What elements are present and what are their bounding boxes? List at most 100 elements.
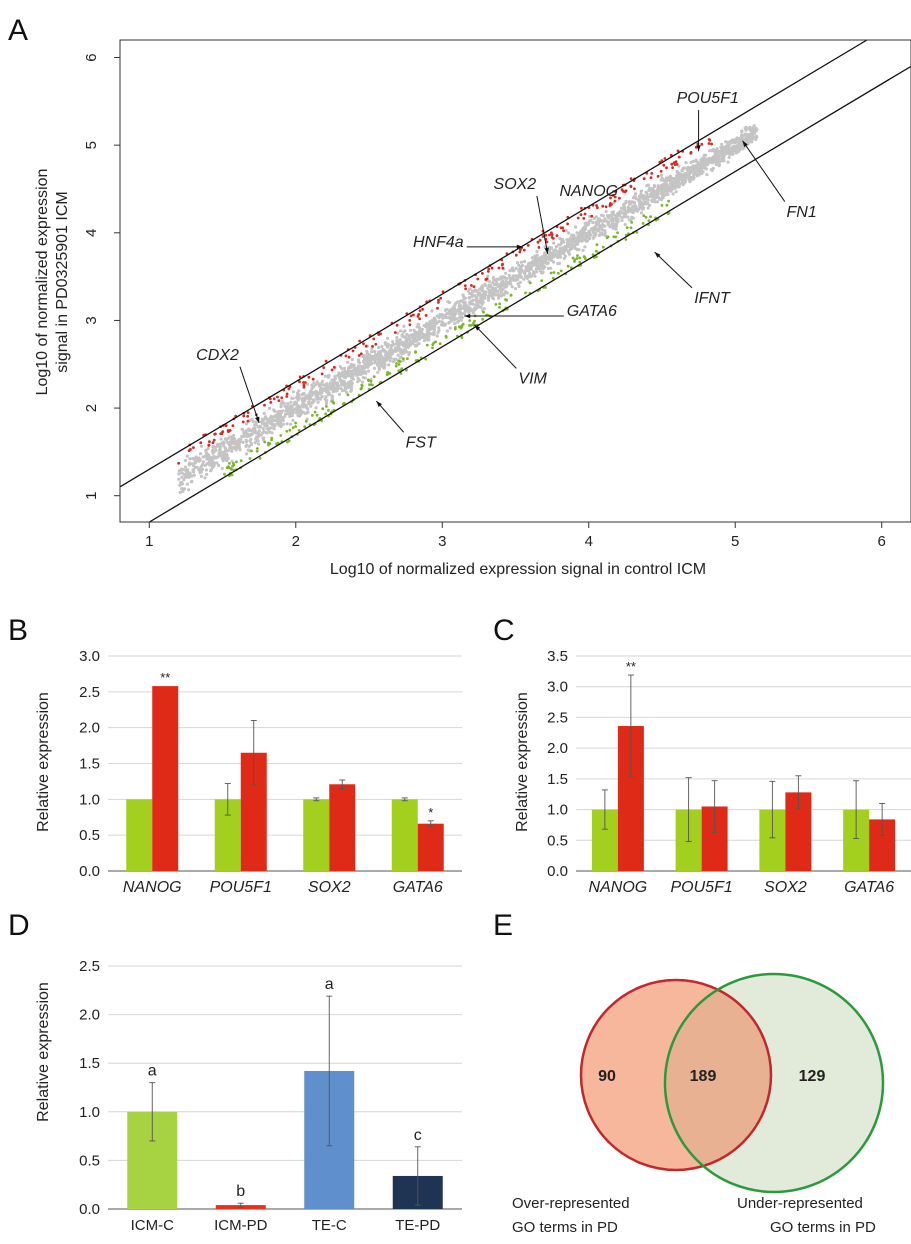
scatter-point-up (642, 177, 646, 181)
panel-b-bar-chart: B *** 0.00.51.01.52.02.53.0 NANOG POU5F1 S… (8, 614, 462, 896)
scatter-point (379, 357, 383, 361)
scatter-point (272, 419, 276, 423)
scatter-point-down (473, 319, 476, 323)
scatter-point (268, 421, 272, 425)
scatter-point-down (482, 310, 485, 314)
scatter-point-down (660, 204, 664, 207)
scatter-point (180, 475, 184, 479)
scatter-point-up (613, 195, 617, 199)
scatter-point (471, 309, 475, 313)
scatter-point (325, 382, 329, 386)
scatter-point (385, 351, 389, 355)
scatter-point (301, 396, 306, 400)
gene-leader-line (474, 324, 517, 369)
scatter-point (566, 249, 570, 253)
scatter-point (589, 227, 593, 231)
scatter-point (312, 398, 316, 402)
scatter-point (655, 200, 660, 204)
scatter-point (665, 183, 669, 187)
scatter-point (226, 456, 230, 461)
scatter-point-down (406, 357, 409, 361)
scatter-point (297, 395, 301, 399)
scatter-point (252, 426, 256, 431)
scatter-point (499, 277, 503, 281)
scatter-point-down (578, 260, 582, 264)
scatter-point (336, 384, 341, 388)
scatter-point-up (486, 270, 490, 273)
scatter-point (467, 287, 471, 291)
scatter-point (245, 452, 249, 456)
scatter-point (269, 414, 273, 418)
scatter-point (320, 387, 324, 391)
scatter-point (334, 389, 338, 393)
scatter-point (348, 371, 352, 375)
scatter-point-down (460, 336, 464, 340)
scatter-point (320, 379, 324, 383)
scatter-point (492, 297, 496, 301)
scatter-point (196, 459, 200, 463)
scatter-point (308, 391, 312, 395)
scatter-point (527, 268, 531, 272)
scatter-point (395, 335, 399, 340)
scatter-point (626, 210, 630, 214)
scatter-point-down (414, 359, 418, 362)
scatter-point-up (481, 272, 484, 275)
scatter-point (351, 372, 355, 376)
scatter-point (327, 374, 331, 378)
scatter-point-down (294, 421, 297, 425)
scatter-point-down (454, 327, 457, 331)
scatter-point (230, 449, 234, 453)
scatter-point (720, 157, 724, 161)
scatter-point (430, 309, 434, 313)
scatter-point (361, 370, 365, 374)
guide-line-0 (119, 39, 868, 488)
scatter-point-down (287, 439, 291, 443)
scatter-point (324, 390, 329, 394)
scatter-point-down (434, 340, 437, 344)
scatter-point (519, 260, 524, 264)
scatter-point (295, 405, 299, 409)
scatter-point (177, 472, 181, 476)
scatter-point (188, 461, 192, 465)
scatter-point (396, 353, 400, 357)
scatter-point (272, 427, 276, 431)
scatter-point-down (276, 441, 280, 445)
scatter-point-up (601, 204, 605, 208)
scatter-point-up (595, 204, 598, 207)
scatter-point (596, 229, 600, 233)
scatter-point-down (369, 380, 373, 383)
scatter-point-up (514, 253, 518, 257)
scatter-point-up (470, 284, 473, 287)
venn-label-over-line2: GO terms in PD (512, 1219, 618, 1236)
scatter-point (575, 242, 579, 246)
scatter-point-up (241, 420, 245, 424)
scatter-point (191, 456, 195, 461)
scatter-point (361, 365, 365, 369)
scatter-point (304, 394, 308, 398)
venn-outline-under-represented (663, 972, 885, 1194)
scatter-point (435, 334, 439, 338)
scatter-point-down (405, 368, 408, 372)
scatter-point (697, 162, 701, 166)
scatter-point (401, 343, 405, 347)
x-tick-label: 6 (878, 533, 886, 550)
scatter-point (426, 338, 430, 342)
scatter-point (665, 179, 669, 183)
scatter-point (631, 196, 636, 200)
scatter-point (336, 381, 340, 385)
scatter-point (618, 210, 623, 214)
scatter-point (247, 444, 251, 448)
scatter-point-down (360, 386, 363, 390)
category-label: ICM-PD (214, 1217, 267, 1234)
scatter-point (346, 360, 350, 364)
scatter-point (533, 256, 537, 260)
scatter-point (316, 382, 320, 386)
scatter-point (268, 430, 272, 434)
scatter-point-up (500, 263, 504, 267)
scatter-point (445, 329, 449, 333)
gene-label: GATA6 (567, 303, 617, 320)
scatter-point (453, 322, 457, 326)
scatter-point (376, 352, 380, 356)
scatter-point-up (358, 339, 361, 343)
scatter-point (613, 222, 618, 226)
